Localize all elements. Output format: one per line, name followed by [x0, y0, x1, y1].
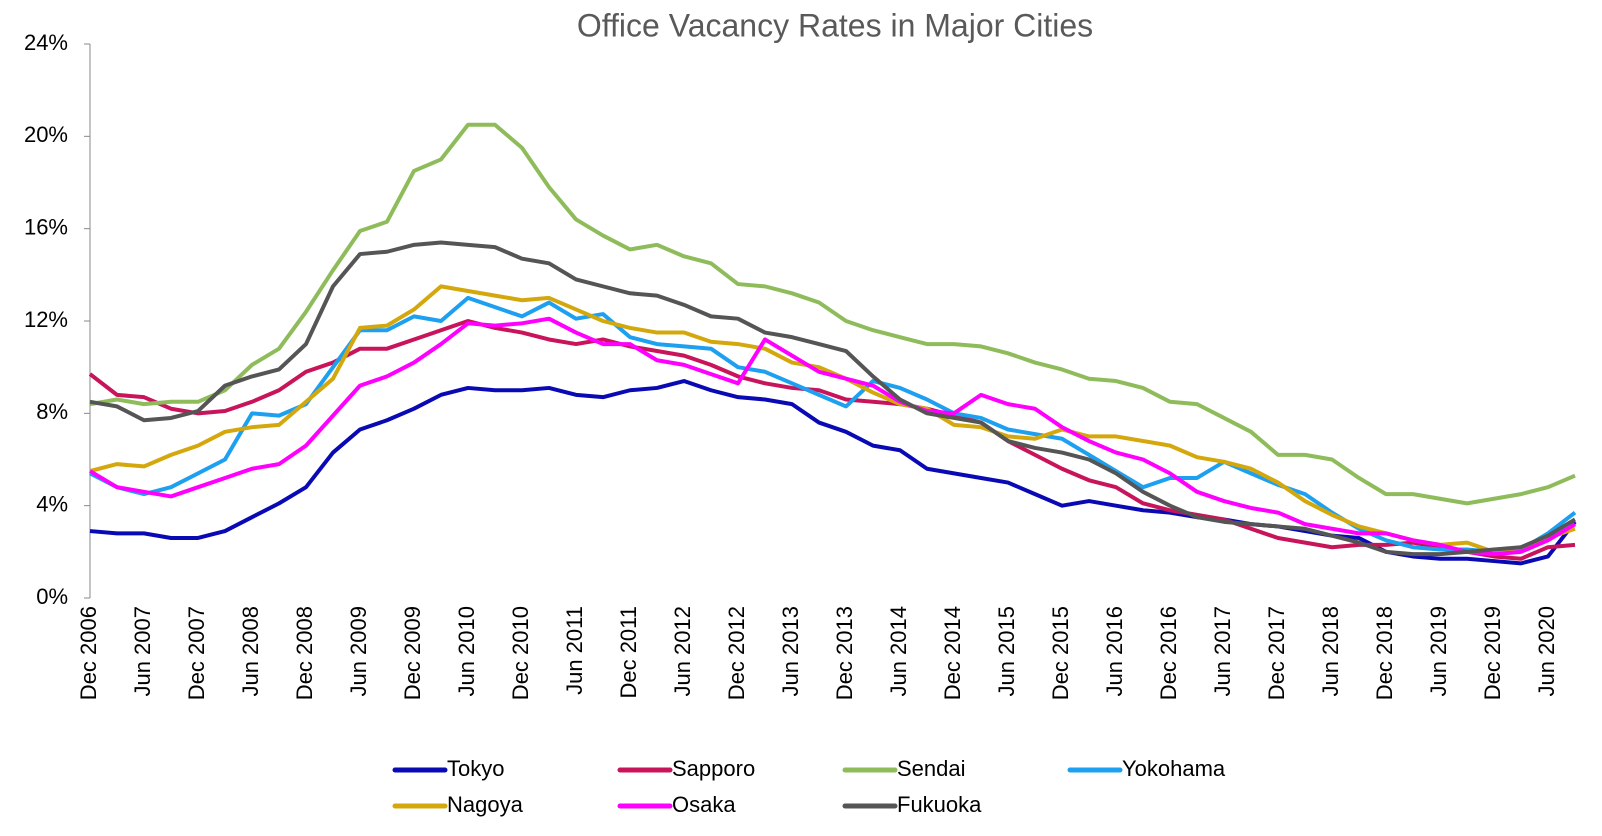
y-tick-label: 0%: [36, 584, 68, 609]
y-tick-label: 8%: [36, 399, 68, 424]
x-tick-label: Jun 2013: [778, 606, 803, 697]
series-line: [89, 284, 1576, 554]
x-tick-label: Jun 2018: [1318, 606, 1343, 697]
x-tick-label: Jun 2014: [886, 606, 911, 697]
x-tick-label: Dec 2010: [508, 606, 533, 700]
x-tick-label: Dec 2019: [1480, 606, 1505, 700]
y-tick-label: 24%: [24, 30, 68, 55]
x-tick-label: Dec 2014: [940, 606, 965, 700]
legend-label: Osaka: [672, 792, 736, 817]
series-line: [88, 316, 1577, 557]
x-tick-label: Dec 2008: [292, 606, 317, 700]
x-tick-label: Dec 2009: [400, 606, 425, 700]
y-tick-label: 20%: [24, 122, 68, 147]
x-tick-label: Jun 2020: [1534, 606, 1559, 697]
x-tick-label: Jun 2016: [1102, 606, 1127, 697]
x-tick-label: Dec 2011: [616, 606, 641, 699]
x-tick-label: Jun 2019: [1426, 606, 1451, 697]
x-tick-label: Jun 2010: [454, 606, 479, 697]
y-tick-label: 16%: [24, 214, 68, 239]
legend-label: Sapporo: [672, 756, 755, 781]
x-tick-label: Jun 2007: [130, 606, 155, 697]
x-tick-label: Dec 2016: [1156, 606, 1181, 700]
x-tick-label: Jun 2015: [994, 606, 1019, 697]
x-tick-label: Dec 2006: [76, 606, 101, 700]
x-tick-label: Dec 2015: [1048, 606, 1073, 700]
y-tick-label: 4%: [36, 491, 68, 516]
legend-label: Yokohama: [1122, 756, 1226, 781]
x-tick-label: Jun 2017: [1210, 606, 1235, 697]
legend-label: Nagoya: [447, 792, 524, 817]
series-line: [89, 295, 1577, 554]
x-tick-label: Dec 2013: [832, 606, 857, 700]
legend-label: Tokyo: [447, 756, 504, 781]
x-tick-label: Dec 2012: [724, 606, 749, 700]
x-tick-label: Jun 2012: [670, 606, 695, 697]
series-line: [89, 122, 1576, 506]
y-tick-label: 12%: [24, 307, 68, 332]
chart-title: Office Vacancy Rates in Major Cities: [577, 7, 1093, 43]
x-tick-label: Dec 2017: [1264, 606, 1289, 700]
legend-label: Sendai: [897, 756, 966, 781]
x-tick-label: Jun 2011: [562, 606, 587, 695]
x-tick-label: Dec 2007: [184, 606, 209, 700]
x-tick-label: Jun 2008: [238, 606, 263, 697]
legend-label: Fukuoka: [897, 792, 982, 817]
x-tick-label: Jun 2009: [346, 606, 371, 697]
x-tick-label: Dec 2018: [1372, 606, 1397, 700]
series-line: [89, 240, 1577, 557]
